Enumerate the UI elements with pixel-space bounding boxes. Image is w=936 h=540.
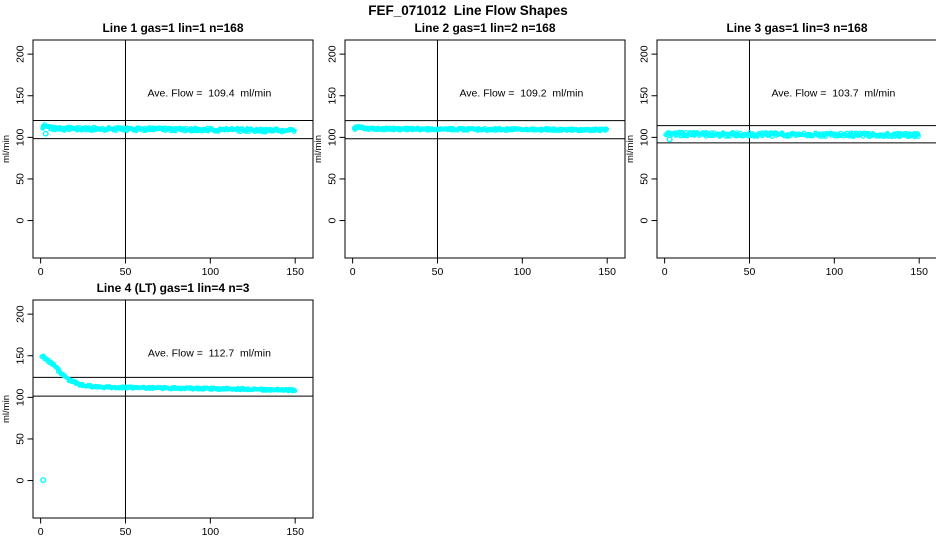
- x-tick-label: 50: [744, 266, 756, 278]
- axes: 0 50 100 150 0 50 100 150 200 ml/min: [1, 299, 314, 538]
- x-tick-label: 100: [202, 266, 220, 278]
- x-tick-label: 50: [120, 266, 132, 278]
- y-axis-label: ml/min: [1, 395, 12, 423]
- reference-lines: [657, 40, 936, 258]
- y-tick-label: 200: [15, 45, 27, 63]
- y-tick-label: 100: [639, 128, 651, 146]
- x-tick-label: 50: [120, 526, 132, 538]
- data-series: [351, 123, 609, 134]
- data-series: [39, 353, 298, 484]
- y-tick-label: 150: [639, 87, 651, 105]
- y-tick-label: 200: [327, 45, 339, 63]
- figure-title: FEF_071012 Line Flow Shapes: [368, 3, 568, 18]
- y-tick-label: 0: [639, 217, 651, 223]
- y-axis-label: ml/min: [625, 135, 636, 163]
- y-tick-label: 50: [15, 433, 27, 445]
- outlier-point: [42, 130, 49, 137]
- subplot-title: Line 3 gas=1 lin=3 n=168: [726, 21, 867, 35]
- x-tick-label: 150: [286, 266, 304, 278]
- chart-canvas: Line 3 gas=1 lin=3 n=168 0 50 100 150 0 50 100 1…: [625, 21, 936, 278]
- ave-flow-annotation: Ave. Flow = 112.7 ml/min: [148, 348, 271, 360]
- y-tick-label: 150: [15, 87, 27, 105]
- x-tick-label: 100: [514, 266, 532, 278]
- ave-flow-annotation: Ave. Flow = 103.7 ml/min: [771, 88, 895, 100]
- y-tick-label: 0: [15, 217, 27, 223]
- axes: 0 50 100 150 0 50 100 150 200 ml/min: [625, 39, 936, 278]
- x-tick-label: 100: [826, 266, 844, 278]
- x-tick-label: 150: [910, 266, 928, 278]
- y-tick-label: 50: [327, 173, 339, 185]
- x-tick-label: 150: [598, 266, 616, 278]
- y-tick-label: 50: [15, 173, 27, 185]
- ave-flow-annotation: Ave. Flow = 109.2 ml/min: [459, 88, 583, 100]
- subplot-title: Line 2 gas=1 lin=2 n=168: [414, 21, 555, 35]
- subplot-line-3: Line 3 gas=1 lin=3 n=168 0 50 100 150 0 50 100 1…: [624, 18, 936, 280]
- x-tick-label: 50: [432, 266, 444, 278]
- y-tick-label: 50: [639, 173, 651, 185]
- subplot-line-4: Line 4 (LT) gas=1 lin=4 n=3 0 50 100 150 0 50 1…: [0, 278, 316, 540]
- reference-lines: [33, 40, 313, 258]
- ave-flow-annotation: Ave. Flow = 109.4 ml/min: [147, 88, 271, 100]
- y-tick-label: 200: [639, 45, 651, 63]
- axes: 0 50 100 150 0 50 100 150 200 ml/min: [313, 39, 626, 278]
- outlier-point: [40, 477, 47, 484]
- x-tick-label: 0: [350, 266, 356, 278]
- x-tick-label: 150: [286, 526, 304, 538]
- y-tick-label: 100: [15, 128, 27, 146]
- chart-canvas: Line 1 gas=1 lin=1 n=168 0 50 100 150 0 50 100 1…: [1, 21, 314, 278]
- data-series: [40, 122, 297, 137]
- chart-canvas: Line 2 gas=1 lin=2 n=168 0 50 100 150 0 50 100 1…: [313, 21, 626, 278]
- outlier-point: [666, 136, 673, 143]
- reference-lines: [33, 300, 313, 518]
- data-series: [663, 129, 921, 143]
- x-tick-label: 0: [662, 266, 668, 278]
- reference-lines: [345, 40, 625, 258]
- subplot-line-1: Line 1 gas=1 lin=1 n=168 0 50 100 150 0 50 100 1…: [0, 18, 316, 280]
- subplot-title: Line 1 gas=1 lin=1 n=168: [102, 21, 243, 35]
- y-tick-label: 0: [327, 217, 339, 223]
- y-tick-label: 0: [15, 477, 27, 483]
- y-tick-label: 100: [15, 388, 27, 406]
- x-tick-label: 0: [38, 526, 44, 538]
- y-axis-label: ml/min: [313, 135, 324, 163]
- subplot-line-2: Line 2 gas=1 lin=2 n=168 0 50 100 150 0 50 100 1…: [312, 18, 628, 280]
- y-tick-label: 100: [327, 128, 339, 146]
- axes: 0 50 100 150 0 50 100 150 200 ml/min: [1, 39, 314, 278]
- y-tick-label: 150: [327, 87, 339, 105]
- y-tick-label: 150: [15, 347, 27, 365]
- subplot-title: Line 4 (LT) gas=1 lin=4 n=3: [97, 281, 250, 295]
- x-tick-label: 0: [38, 266, 44, 278]
- chart-canvas: Line 4 (LT) gas=1 lin=4 n=3 0 50 100 150 0 50 1…: [1, 281, 314, 538]
- y-tick-label: 200: [15, 305, 27, 323]
- y-axis-label: ml/min: [1, 135, 12, 163]
- x-tick-label: 100: [202, 526, 220, 538]
